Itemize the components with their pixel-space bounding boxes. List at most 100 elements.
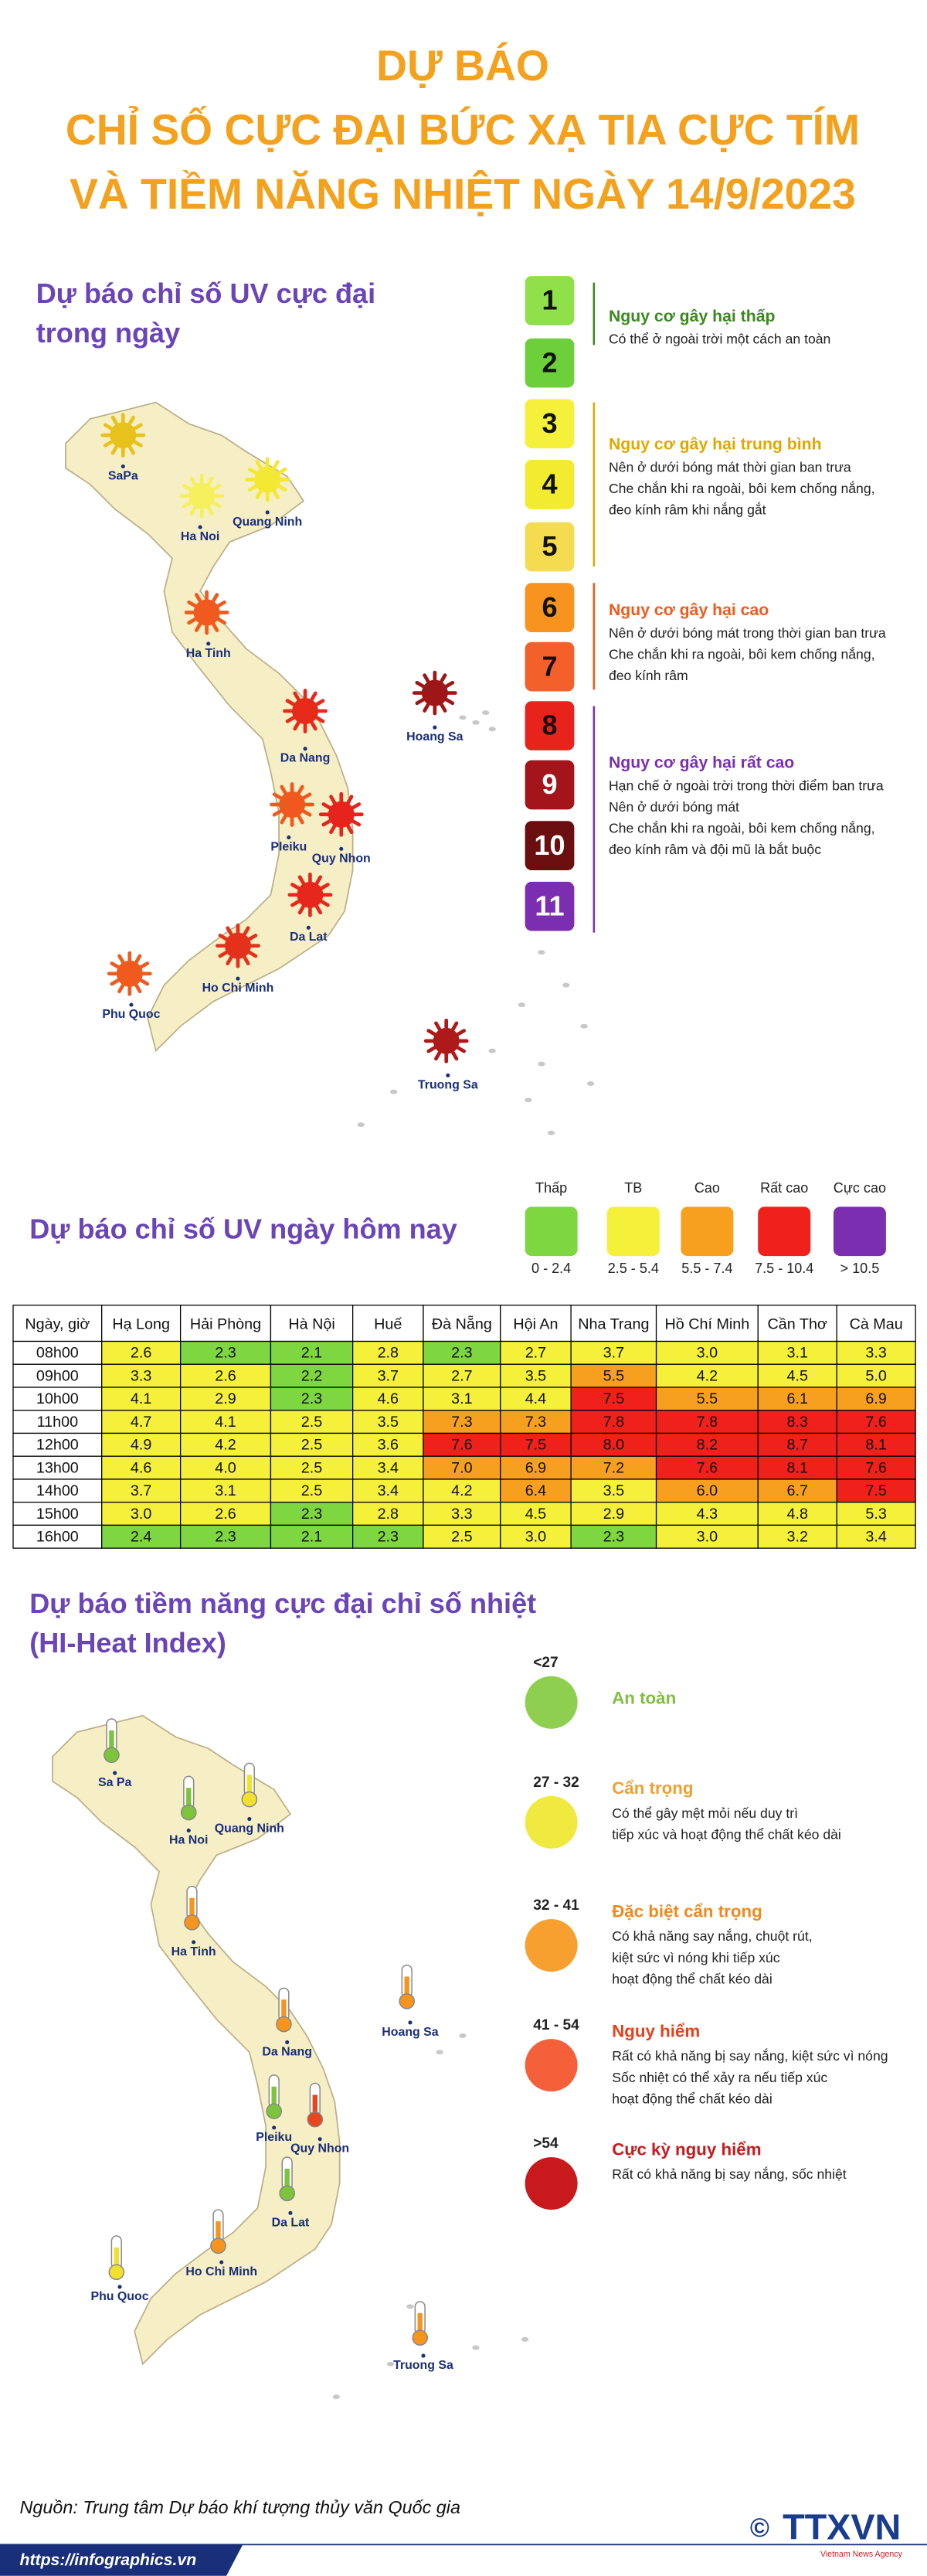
table-cell (570, 1479, 657, 1503)
location-label: Phu Quoc (102, 1008, 160, 1021)
sun-ray (132, 423, 143, 430)
sun-ray (247, 484, 258, 492)
table-cell-text: 3.3 (865, 1345, 886, 1362)
legend-range: > 10.5 (840, 1261, 880, 1276)
island (332, 2394, 341, 2400)
table-cell (179, 1524, 272, 1549)
table-cell-text: 13h00 (36, 1459, 79, 1476)
location-dot (287, 835, 291, 840)
legend-label: Rất cao (760, 1180, 808, 1196)
table-cell-text: 5.5 (697, 1390, 718, 1407)
sun-ray (211, 593, 219, 604)
table-cell-text: 2.3 (215, 1529, 236, 1546)
thermo-bulb (412, 2329, 429, 2346)
table-cell-text: 4.3 (697, 1506, 718, 1523)
table-cell-text: 2.7 (525, 1345, 546, 1362)
sun-ray (293, 720, 301, 731)
sun-ray (310, 720, 317, 731)
island (538, 1061, 545, 1067)
location-dot (206, 641, 211, 646)
table-cell-text: 4.7 (131, 1414, 151, 1431)
island (472, 2345, 480, 2350)
table-cell-text: 8.7 (786, 1437, 807, 1454)
sun-ray (310, 691, 317, 702)
table-cell-text: 3.2 (786, 1529, 807, 1546)
table-cell-text: 2.9 (215, 1390, 236, 1407)
table-header-cell (12, 1305, 103, 1342)
heat-title: Nguy hiểm (612, 2022, 700, 2041)
table-cell-text: 3.4 (378, 1482, 399, 1499)
table-cell-text: 6.9 (865, 1390, 886, 1407)
table-cell-text: 11h00 (37, 1414, 78, 1431)
sun-ray (103, 440, 114, 447)
logo: TTXVN (783, 2507, 901, 2547)
sun-ray (439, 673, 447, 684)
table-cell-text: 4.5 (786, 1367, 807, 1384)
location-label: Ho Chi Minh (185, 2265, 257, 2278)
island (525, 1097, 532, 1103)
thermo-bulb (399, 1993, 416, 2009)
sun-ray (423, 702, 430, 713)
table-header-cell (836, 1305, 916, 1342)
sun-ray (290, 883, 301, 890)
uv-level-number: 10 (534, 829, 565, 861)
thermo-bulb (180, 1804, 197, 1821)
section-title: trong ngày (36, 317, 180, 349)
sun-ray (211, 500, 222, 509)
sun-ray (189, 476, 198, 487)
legend-label: Cao (694, 1180, 720, 1196)
thermo-bulb (210, 2237, 226, 2254)
sun-ray (297, 814, 304, 825)
table-cell-text: 2.3 (378, 1529, 399, 1546)
location-label: Pleiku (270, 840, 307, 853)
island (488, 727, 496, 732)
sun-icon (216, 923, 260, 968)
uv-level-box (525, 459, 575, 509)
table-cell-text: 2.8 (378, 1345, 399, 1362)
table-cell-text: 3.5 (525, 1367, 546, 1384)
table-cell-text: 2.6 (215, 1367, 236, 1384)
table-cell (500, 1502, 572, 1526)
table-cell (570, 1340, 657, 1365)
table-cell-text: 2.5 (451, 1529, 472, 1546)
heat-description: Rất có khả năng bị say nắng, sốc nhiệt (612, 2166, 847, 2182)
location-dot (421, 2353, 426, 2358)
sun-ray (218, 950, 229, 958)
table-header-cell (500, 1305, 572, 1342)
thermo-mercury (312, 2094, 317, 2117)
uv-level-number: 7 (542, 650, 557, 682)
table-cell-text: 4.0 (215, 1459, 236, 1476)
table-cell-text: 7.8 (697, 1414, 718, 1431)
source: Nguồn: Trung tâm Dự báo khí tượng thủy v… (19, 2497, 460, 2517)
table-cell-text: 6.0 (697, 1482, 718, 1499)
table-cell-text: 8.3 (786, 1414, 807, 1431)
location-dot (285, 2040, 290, 2044)
table-cell-text: 7.5 (603, 1390, 624, 1407)
heat-range: 32 - 41 (533, 1897, 579, 1914)
sun-core (110, 422, 137, 449)
table-cell-text: 4.1 (131, 1390, 151, 1407)
sun-ray (426, 1046, 437, 1053)
location-label: Da Nang (280, 752, 331, 765)
table-cell (655, 1479, 759, 1503)
sun-ray (110, 961, 121, 969)
sun-ray (277, 467, 287, 475)
table-cell-text: 2.6 (215, 1506, 236, 1523)
island (488, 1048, 496, 1053)
sun-ray (247, 467, 258, 475)
sun-ray (110, 978, 121, 986)
sun-ray (139, 978, 150, 986)
title-line: VÀ TIỀM NĂNG NHIỆT NGÀY 14/9/2023 (70, 170, 856, 218)
island (586, 1081, 595, 1087)
sun-ray (297, 784, 304, 795)
thermometer (108, 2235, 125, 2281)
sun-ray (206, 476, 214, 487)
table-cell (836, 1455, 916, 1480)
legend-label: TB (624, 1180, 642, 1196)
table-cell-text: 10h00 (36, 1390, 79, 1407)
thermo-mercury (114, 2247, 119, 2269)
sun-core (116, 960, 143, 987)
table-cell-text: 4.2 (451, 1482, 472, 1499)
sun-ray (345, 824, 354, 835)
thermo-mercury (109, 1730, 114, 1752)
